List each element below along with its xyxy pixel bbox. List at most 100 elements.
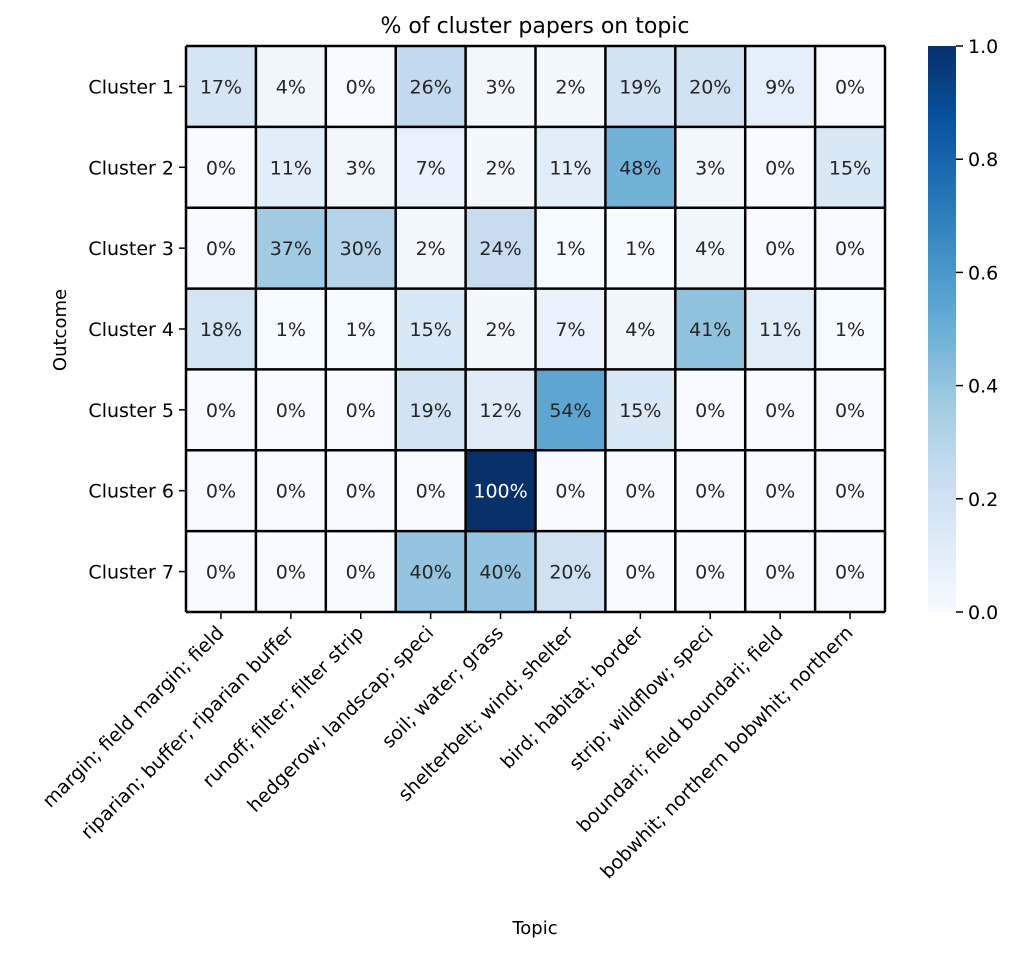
colorbar-tick-label-1: 0.0	[968, 602, 998, 624]
heatmap-cell-r2-c2	[255, 126, 326, 208]
colorbar: 0.0 0.2 0.4 0.6 0.8 1.0	[928, 36, 998, 624]
cell-label-r3-c5: 24%	[479, 238, 521, 260]
column-label-10: bobwhit; northern bobwhit; northern	[596, 622, 857, 883]
cell-label-r6-c10: 0%	[835, 481, 865, 503]
heatmap-cell-r4-c8	[675, 288, 746, 370]
cell-label-r7-c2: 0%	[276, 562, 306, 584]
heatmap-cell-r6-c10	[815, 450, 885, 532]
cell-label-r1-c5: 3%	[485, 76, 515, 98]
cell-label-r1-c4: 26%	[410, 76, 452, 98]
heatmap-cell-r7-c9	[745, 531, 816, 612]
row-label-5: Cluster 5	[88, 400, 174, 422]
cell-label-r7-c9: 0%	[765, 562, 795, 584]
heatmap-cell-r7-c5	[465, 531, 536, 612]
row-label-4: Cluster 4	[88, 319, 174, 341]
colorbar-tick-label-5: 0.8	[968, 149, 998, 171]
row-label-6: Cluster 6	[88, 481, 174, 503]
heatmap-cell-r7-c4	[395, 531, 466, 612]
heatmap-cell-r5-c1	[186, 369, 256, 451]
cell-label-r5-c7: 15%	[619, 400, 661, 422]
cell-label-r2-c6: 11%	[549, 157, 591, 179]
cell-label-r6-c6: 0%	[555, 481, 585, 503]
cell-label-r4-c2: 1%	[276, 319, 306, 341]
heatmap-cell-r4-c7	[605, 288, 676, 370]
cell-label-r3-c9: 0%	[765, 238, 795, 260]
cell-label-r4-c6: 7%	[555, 319, 585, 341]
heatmap-cell-r3-c8	[675, 207, 746, 289]
colorbar-tick-label-6: 1.0	[968, 36, 998, 58]
y-axis-label: Outcome	[50, 289, 71, 371]
row-label-3: Cluster 3	[88, 238, 174, 260]
heatmap-cell-r4-c4	[395, 288, 466, 370]
heatmap-cell-r4-c5	[465, 288, 536, 370]
cell-label-r7-c4: 40%	[410, 562, 452, 584]
heatmap-cell-r1-c1	[186, 46, 256, 127]
colorbar-tick-label-4: 0.6	[968, 262, 998, 284]
cell-label-r2-c2: 11%	[270, 157, 312, 179]
heatmap-cell-r5-c8	[675, 369, 746, 451]
heatmap-cell-r7-c2	[255, 531, 326, 612]
cell-label-r4-c7: 4%	[625, 319, 655, 341]
cell-label-r2-c3: 3%	[346, 157, 376, 179]
heatmap-cell-r7-c3	[325, 531, 396, 612]
cell-label-r2-c4: 7%	[416, 157, 446, 179]
cell-label-r1-c9: 9%	[765, 76, 795, 98]
heatmap-cell-r7-c7	[605, 531, 676, 612]
cell-label-r5-c4: 19%	[410, 400, 452, 422]
cell-label-r5-c6: 54%	[549, 400, 591, 422]
heatmap-cell-r2-c6	[535, 126, 606, 208]
heatmap-cell-r7-c8	[675, 531, 746, 612]
cell-label-r1-c2: 4%	[276, 76, 306, 98]
colorbar-gradient	[928, 46, 956, 612]
heatmap-cell-r1-c3	[325, 46, 396, 127]
chart-title: % of cluster papers on topic	[380, 14, 689, 39]
cell-label-r1-c7: 19%	[619, 76, 661, 98]
heatmap-cell-r1-c2	[255, 46, 326, 127]
cell-label-r1-c3: 0%	[346, 76, 376, 98]
row-label-2: Cluster 2	[88, 157, 174, 179]
heatmap-cell-r3-c9	[745, 207, 816, 289]
heatmap-cell-r5-c7	[605, 369, 676, 451]
heatmap-cell-r5-c10	[815, 369, 885, 451]
heatmap-cell-r1-c9	[745, 46, 816, 127]
heatmap-cell-r4-c2	[255, 288, 326, 370]
cell-label-r7-c10: 0%	[835, 562, 865, 584]
cell-label-r7-c5: 40%	[479, 562, 521, 584]
heatmap-cell-r4-c10	[815, 288, 885, 370]
heatmap-cell-r6-c3	[325, 450, 396, 532]
heatmap-cell-r5-c5	[465, 369, 536, 451]
heatmap-cell-r7-c1	[186, 531, 256, 612]
colorbar-tick-label-2: 0.2	[968, 489, 998, 511]
cell-label-r1-c1: 17%	[200, 76, 242, 98]
heatmap-cell-r1-c8	[675, 46, 746, 127]
heatmap-cell-r6-c6	[535, 450, 606, 532]
cell-label-r4-c5: 2%	[485, 319, 515, 341]
cell-label-r7-c1: 0%	[206, 562, 236, 584]
row-label-7: Cluster 7	[88, 562, 174, 584]
cell-label-r5-c5: 12%	[479, 400, 521, 422]
cell-label-r5-c2: 0%	[276, 400, 306, 422]
cell-label-r7-c6: 20%	[549, 562, 591, 584]
heatmap-cell-r2-c4	[395, 126, 466, 208]
heatmap-cell-r6-c9	[745, 450, 816, 532]
row-tick-labels: Cluster 1 Cluster 2 Cluster 3 Cluster 4 Clus…	[88, 76, 186, 584]
heatmap-cell-r4-c9	[745, 288, 816, 370]
row-label-1: Cluster 1	[88, 76, 174, 98]
colorbar-tick-label-3: 0.4	[968, 376, 998, 398]
heatmap-cell-r5-c4	[395, 369, 466, 451]
heatmap-cell-r6-c1	[186, 450, 256, 532]
heatmap-cell-r5-c3	[325, 369, 396, 451]
heatmap-cell-r5-c2	[255, 369, 326, 451]
cell-label-r3-c1: 0%	[206, 238, 236, 260]
heatmap-cell-r6-c4	[395, 450, 466, 532]
cell-label-r1-c8: 20%	[689, 76, 731, 98]
cell-label-r2-c9: 0%	[765, 157, 795, 179]
x-axis-label: Topic	[511, 918, 557, 939]
heatmap-cell-r7-c6	[535, 531, 606, 612]
heatmap-cell-r6-c5	[465, 450, 536, 532]
heatmap-cell-r1-c4	[395, 46, 466, 127]
cell-label-r3-c10: 0%	[835, 238, 865, 260]
